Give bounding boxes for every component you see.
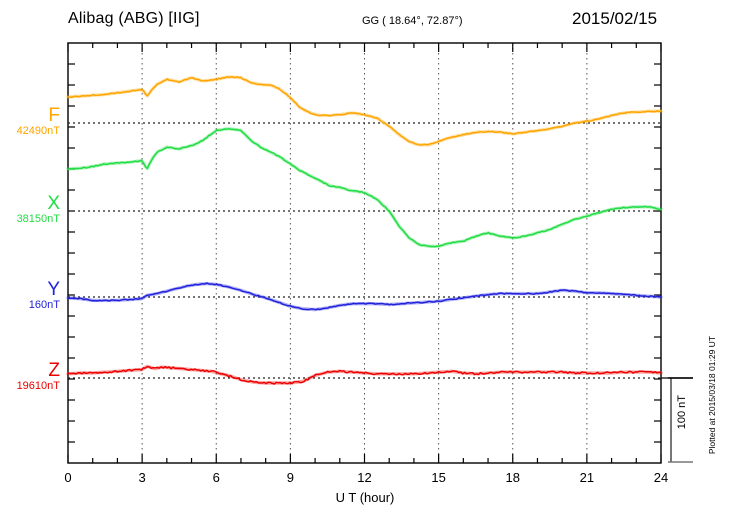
component-letter: Y (47, 279, 60, 300)
x-tick-label: 0 (64, 470, 72, 485)
component-baseline-value: 42490nT (16, 125, 60, 137)
x-tick-label: 15 (431, 470, 446, 485)
observation-date: 2015/02/15 (572, 9, 658, 28)
x-tick-label: 18 (505, 470, 520, 485)
component-label-z: Z 19610nT (2, 361, 60, 393)
component-letter: F (48, 105, 60, 126)
component-baselines (68, 122, 661, 379)
component-letter: X (47, 193, 60, 214)
scale-bar-caption: 100 nT (676, 395, 688, 430)
geographic-coordinates: GG ( 18.64°, 72.87°) (362, 15, 463, 27)
plot-frame (67, 42, 662, 464)
plotted-timestamp: Plotted at 2015/03/18 01:29 UT (707, 336, 717, 455)
x-tick-label: 21 (579, 470, 595, 485)
trace-lines (66, 75, 663, 385)
page-title: Alibag (ABG) [IIG] (68, 10, 200, 27)
component-letter: Z (48, 360, 60, 381)
component-baseline-value: 19610nT (16, 380, 60, 392)
component-baseline-value: 160nT (28, 299, 60, 311)
component-baseline-value: 38150nT (16, 213, 60, 225)
component-label-y: Y 160nT (2, 280, 60, 312)
component-label-x: X 38150nT (2, 194, 60, 226)
x-tick-label: 6 (212, 470, 220, 485)
x-axis-title: U T (hour) (335, 490, 395, 505)
component-label-f: F 42490nT (2, 106, 60, 138)
chart-header: Alibag (ABG) [IIG] GG ( 18.64°, 72.87°) … (0, 0, 730, 40)
x-tick-label: 24 (653, 470, 669, 485)
gridlines (141, 43, 588, 463)
x-tick-label: 9 (286, 470, 294, 485)
x-tick-label: 12 (357, 470, 372, 485)
x-tick-label: 3 (138, 470, 146, 485)
scale-bar (661, 377, 693, 463)
